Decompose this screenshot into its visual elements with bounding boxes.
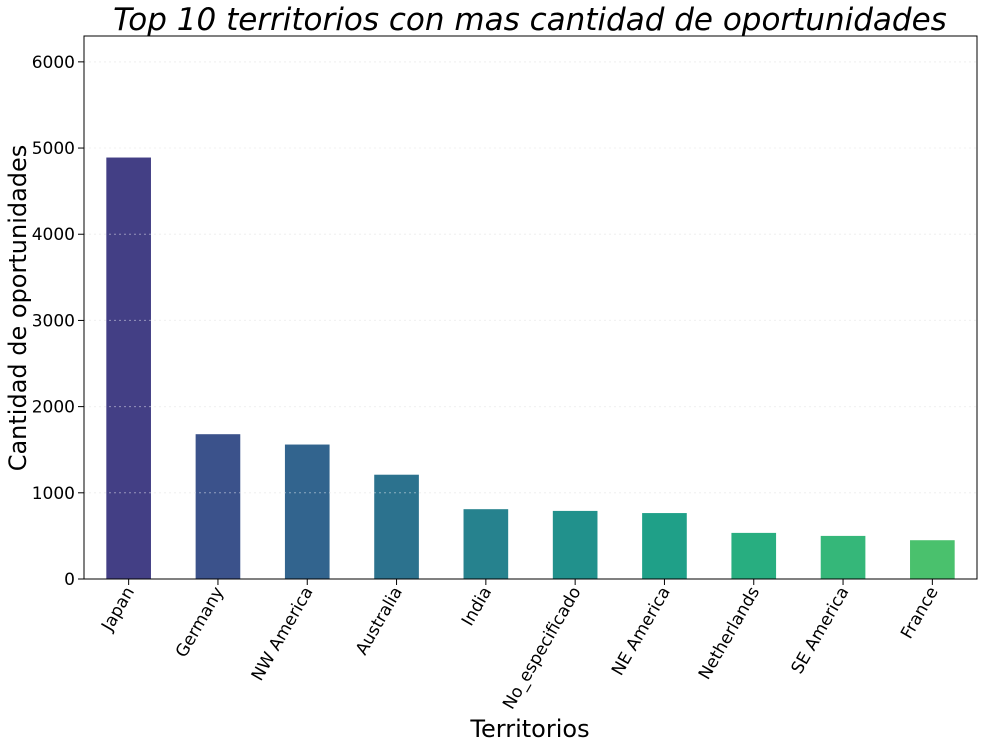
bar [463,509,509,579]
x-tick-label: Netherlands [695,583,764,683]
y-tick-label: 3000 [32,311,75,331]
y-tick-label: 5000 [32,139,75,159]
x-tick-label: India [458,584,496,630]
x-tick-label: Germany [172,584,228,662]
bars [106,157,955,579]
x-tick-label: NE America [608,584,675,680]
bar [195,434,241,579]
chart-title: Top 10 territorios con mas cantidad de o… [113,2,947,38]
y-tick-label: 4000 [32,225,75,245]
y-axis-label: Cantidad de oportunidades [4,145,32,472]
x-axis: Japan Germany NW America Australia India No_e… [97,579,943,713]
bar [284,444,330,579]
x-tick-label: NW America [248,584,318,685]
plot-frame [83,35,978,580]
x-tick-label: Australia [352,584,407,659]
bar [106,157,151,579]
bar [910,540,955,579]
y-tick-label: 1000 [32,484,75,504]
grid-lines-over-bars [84,61,977,494]
x-tick-label: SE America [788,584,854,678]
x-tick-label: No_especificado [499,584,585,713]
x-axis-label: Territorios [469,715,589,743]
bar [552,510,598,579]
bar [374,474,419,579]
y-tick-label: 0 [64,570,75,590]
grid-lines [84,61,977,494]
y-tick-label: 6000 [32,53,75,73]
x-tick-label: Japan [97,584,139,636]
bar [642,513,687,579]
bar [820,535,866,579]
x-tick-label: France [897,584,943,643]
y-axis: 0 1000 2000 3000 4000 5000 6000 [32,53,84,590]
bar [731,532,777,579]
y-tick-label: 2000 [32,398,75,418]
